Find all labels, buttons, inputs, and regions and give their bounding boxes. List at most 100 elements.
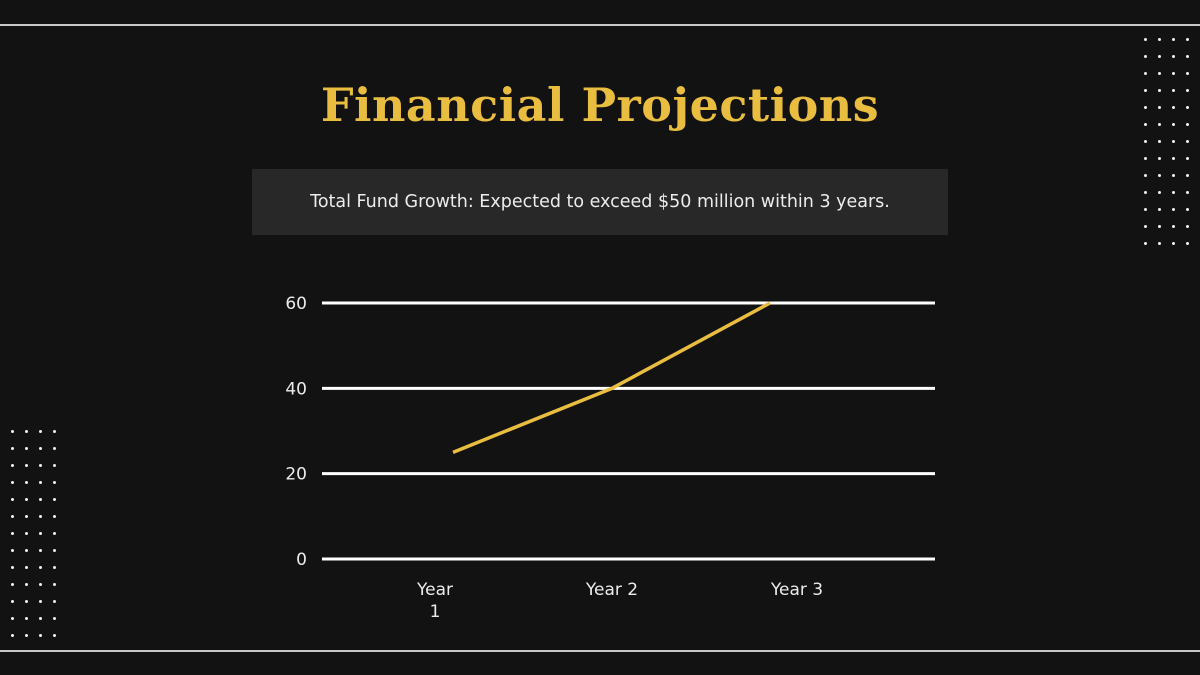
dot (53, 583, 56, 586)
dot (53, 447, 56, 450)
dot (53, 617, 56, 620)
dot (1158, 242, 1161, 245)
dot (11, 532, 14, 535)
dot (39, 430, 42, 433)
dot (1172, 157, 1175, 160)
dot (1158, 72, 1161, 75)
dot (39, 549, 42, 552)
dot (1144, 242, 1147, 245)
dot (11, 600, 14, 603)
series-line-total-fund (452, 301, 771, 454)
dot (1144, 123, 1147, 126)
dot (53, 634, 56, 637)
dot (53, 549, 56, 552)
dot (53, 600, 56, 603)
dot (1186, 72, 1189, 75)
dot (1144, 106, 1147, 109)
gridlines (322, 301, 935, 561)
dot (39, 566, 42, 569)
dot (1144, 140, 1147, 143)
dot (11, 498, 14, 501)
dot (25, 583, 28, 586)
dot (25, 600, 28, 603)
dot (11, 515, 14, 518)
y-tick-label: 60 (285, 294, 307, 314)
top-divider (0, 24, 1200, 26)
dot (1144, 174, 1147, 177)
dot (11, 447, 14, 450)
dot (1172, 72, 1175, 75)
slide-title: Financial Projections (320, 78, 880, 132)
dot (39, 498, 42, 501)
dot (1158, 106, 1161, 109)
dot (53, 464, 56, 467)
dot (1186, 38, 1189, 41)
dot (1158, 123, 1161, 126)
dot (11, 549, 14, 552)
dot (1172, 123, 1175, 126)
dot (11, 430, 14, 433)
dot (1186, 242, 1189, 245)
dot (1186, 191, 1189, 194)
x-tick-label: 1 (430, 602, 441, 622)
decorative-dot-grid-top-right (1144, 38, 1200, 259)
dot (25, 481, 28, 484)
dot (39, 532, 42, 535)
dot (1186, 55, 1189, 58)
dot (25, 617, 28, 620)
dot (39, 600, 42, 603)
dot (53, 566, 56, 569)
dot (39, 464, 42, 467)
dot (39, 617, 42, 620)
dot (1186, 208, 1189, 211)
dot (1158, 140, 1161, 143)
dot (1186, 106, 1189, 109)
dot (1172, 174, 1175, 177)
dot (11, 583, 14, 586)
dot (11, 566, 14, 569)
dot (53, 481, 56, 484)
bottom-divider (0, 650, 1200, 652)
y-tick-label: 20 (285, 465, 307, 485)
dot (1172, 208, 1175, 211)
y-axis-ticks: 0 20 40 60 (285, 294, 307, 570)
decorative-dot-grid-bottom-left (11, 430, 67, 651)
dot (1158, 38, 1161, 41)
dot (1186, 157, 1189, 160)
dot (25, 532, 28, 535)
y-tick-label: 40 (285, 379, 307, 399)
x-tick-label: Year (416, 580, 453, 600)
dot (25, 498, 28, 501)
dot (53, 532, 56, 535)
dot (1172, 140, 1175, 143)
dot (25, 430, 28, 433)
dot (25, 447, 28, 450)
dot (1158, 208, 1161, 211)
dot (25, 566, 28, 569)
x-tick-label: Year 3 (770, 580, 823, 600)
subtitle-text: Total Fund Growth: Expected to exceed $5… (310, 192, 890, 212)
dot (1158, 157, 1161, 160)
dot (25, 549, 28, 552)
dot (1186, 140, 1189, 143)
dot (1186, 225, 1189, 228)
x-tick-label: Year 2 (585, 580, 638, 600)
dot (1158, 89, 1161, 92)
dot (1186, 123, 1189, 126)
dot (1172, 106, 1175, 109)
dot (1144, 38, 1147, 41)
dot (1144, 225, 1147, 228)
dot (39, 583, 42, 586)
dot (25, 464, 28, 467)
dot (1158, 191, 1161, 194)
dot (53, 515, 56, 518)
dot (1186, 174, 1189, 177)
dot (1172, 225, 1175, 228)
dot (39, 515, 42, 518)
dot (1172, 191, 1175, 194)
dot (1144, 191, 1147, 194)
dot (53, 498, 56, 501)
dot (25, 634, 28, 637)
